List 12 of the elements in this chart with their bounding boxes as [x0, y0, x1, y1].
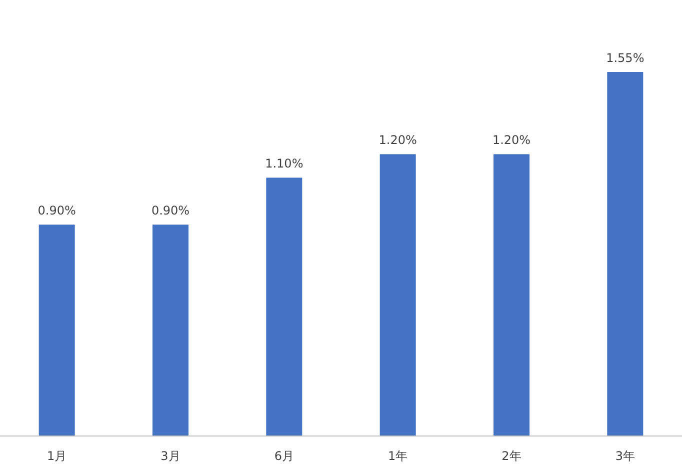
x-tick-label: 3月	[160, 449, 180, 463]
data-label: 1.20%	[492, 133, 531, 148]
data-label: 1.55%	[606, 51, 644, 65]
x-tick-label: 3年	[615, 449, 635, 463]
data-label: 0.90%	[38, 204, 76, 218]
x-tick-label: 2年	[502, 449, 522, 463]
data-label: 1.10%	[265, 156, 304, 171]
data-label: 0.90%	[151, 204, 190, 218]
x-tick-label: 6月	[274, 449, 294, 463]
x-tick-label: 1月	[47, 449, 67, 463]
data-label: 1.20%	[378, 133, 417, 148]
x-tick-label: 1年	[388, 449, 408, 463]
